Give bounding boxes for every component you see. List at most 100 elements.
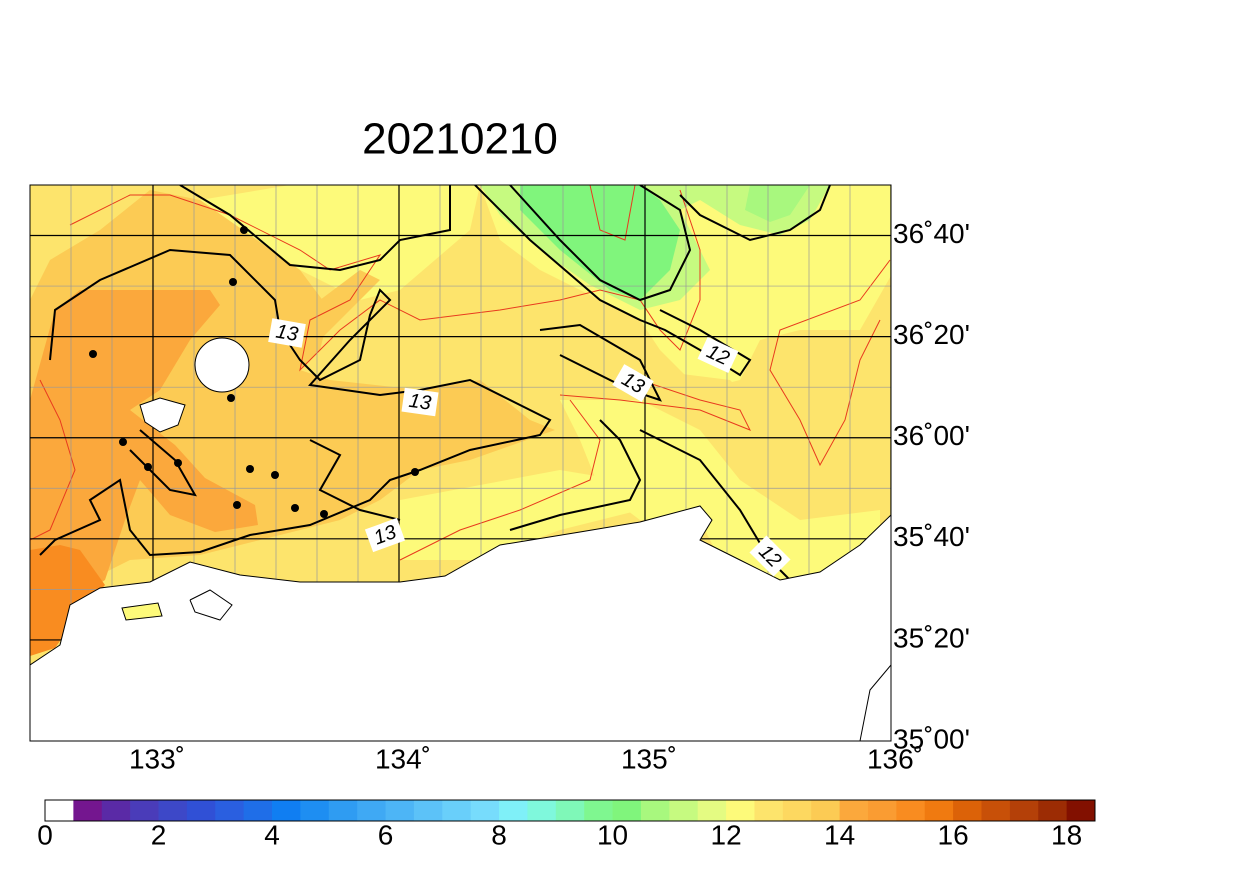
contour-label-bg [268,318,306,348]
colorbar-box [867,800,897,821]
zone-10 [520,185,680,300]
map-frame [29,184,892,742]
station [227,394,235,402]
station [291,504,299,512]
contour-label-bg [749,535,791,577]
station [144,463,152,471]
colorbar-tick-label: 8 [491,819,507,850]
title: 20210210 [362,115,558,164]
colorbar-box [328,800,358,821]
colorbar-box [499,800,528,821]
lake [189,589,233,621]
y-tick-label: 35˚00' [893,723,970,754]
contour-line [39,248,552,557]
x-tick-label: 134˚ [375,743,431,774]
y-tick-label: 36˚20' [893,319,970,350]
colorbar-box [272,800,301,821]
colorbar-box [413,800,443,821]
zone-13 [300,270,380,360]
colorbar-box [669,800,699,821]
coast [30,505,891,741]
station [119,438,127,446]
zone-12 [400,470,640,560]
colorbar-box [584,800,614,821]
contour-label-text: 13 [407,390,432,415]
station [174,459,182,467]
colorbar-box [981,800,1011,821]
red-contour [399,399,601,561]
contour-label: 13 [268,318,306,348]
y-tick-label: 35˚40' [893,521,970,552]
stations [89,226,419,518]
colorbar-box [924,800,954,821]
colorbar-box [839,800,869,821]
x-tick-label: 135˚ [621,743,677,774]
colorbar-box [697,800,727,821]
y-tick-label: 35˚20' [893,622,970,653]
colorbar-tick-label: 6 [378,819,394,850]
colorbar-box [73,800,103,821]
contour-label-bg [612,364,654,402]
red-contour [69,189,701,372]
colorbar-box [243,800,273,821]
colorbar-box [385,800,415,821]
contour-label: 13 [364,517,406,553]
colorbar-box [527,800,557,821]
colorbar-box [357,800,387,821]
zone-12 [560,400,880,590]
y-tick-label: 36˚40' [893,218,970,249]
contour-label-bg [364,517,406,553]
island [139,397,186,433]
station [320,510,328,518]
colorbar-tick-label: 14 [824,819,855,850]
contour-line [509,185,692,302]
colorbar-tick-label: 2 [151,819,167,850]
colorbar-tick-label: 10 [597,819,628,850]
y-tick-label: 36˚00' [893,420,970,451]
colorbar-box [1066,800,1096,821]
colorbar-box [300,800,330,821]
contour-label: 13 [401,387,439,417]
station [411,468,419,476]
station [240,226,248,234]
contour-line [129,429,197,497]
contour-line [179,185,451,272]
field [30,185,891,741]
colorbar-box [896,800,926,821]
colorbar-box [953,800,982,821]
colorbar-tick-label: 12 [711,819,742,850]
station [233,501,241,509]
colorbar-box [442,800,472,821]
contour-line [309,439,401,521]
colorbar-box [101,800,131,821]
colorbar-frame [44,799,1096,822]
station [89,350,97,358]
zone-14 [30,290,258,620]
zone-15 [30,545,105,656]
colorbar-box [754,800,784,821]
contour-label-bg [697,336,739,374]
contour-label-bg [401,387,439,417]
colorbar-box [555,800,585,821]
contour-label-text: 13 [274,321,300,347]
x-tick-label: 133˚ [129,743,185,774]
colorbar-box [1009,800,1039,821]
colorbar-box [1038,800,1068,821]
contour-line [474,185,752,377]
colorbar-tick-label: 4 [264,819,280,850]
colorbar-box [45,800,74,821]
red-contour [559,379,752,431]
colorbar-box [726,800,755,821]
contour-line [509,419,642,531]
island [194,337,250,393]
station [271,471,279,479]
coast [859,664,891,741]
zone-12-5 [540,330,760,420]
colorbar-tick-label: 18 [1051,819,1082,850]
island [121,602,163,621]
land [30,337,891,741]
station [229,278,237,286]
red-contour [769,259,891,467]
colorbar-box [470,800,500,821]
